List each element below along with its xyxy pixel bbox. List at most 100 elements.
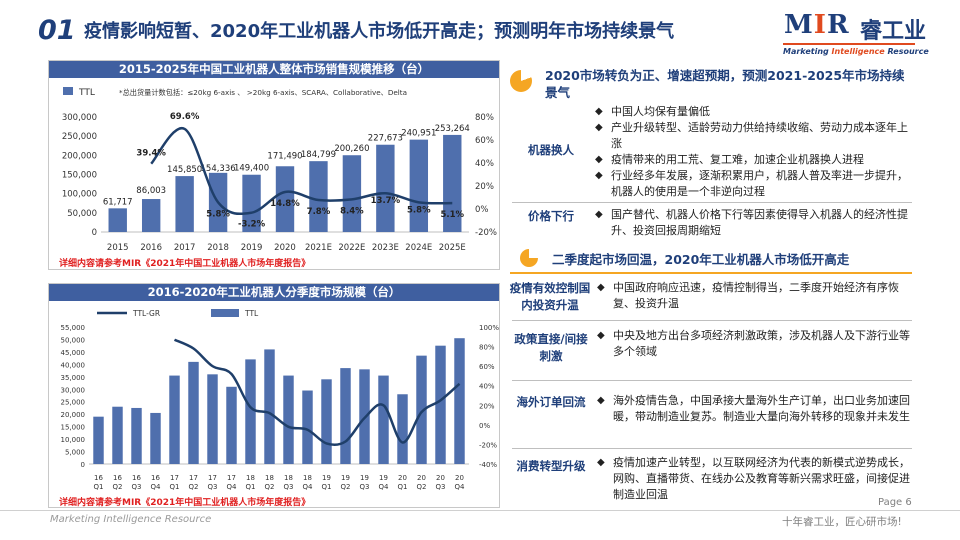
bar-value-label: 149,400 [234,164,269,174]
y-tick-label: 0 [92,228,97,238]
bullet-item: 疫情加速产业转型，以互联网经济为代表的新模式逆势成长，网购、直播带货、在线办公及… [597,455,915,503]
bar [275,166,295,232]
y2-tick-label: -20% [479,441,497,449]
bar [340,368,351,464]
y-tick-label: 100,000 [62,190,97,200]
x-tick-label: 2019 [241,243,263,253]
x-tick-label-year: 16 [94,474,103,482]
bar-value-label: 154,336 [201,164,236,174]
growth-rate-label: 5.8% [206,209,230,219]
x-tick-label-year: 19 [322,474,331,482]
chart-panel-title: 2015-2025年中国工业机器人整体市场销售规模推移（台） [49,61,499,78]
y-tick-label: 150,000 [62,171,97,181]
bar [309,161,328,232]
bar [376,144,395,232]
bullet-item: 中国人均保有量偏低 [595,104,915,120]
bullet-item: 中央及地方出台多项经济刺激政策，涉及机器人及下游行业等多个领域 [597,328,915,360]
x-tick-label-year: 17 [227,474,236,482]
x-tick-label: 2022E [338,243,365,253]
y-tick-label: 35,000 [61,374,86,382]
x-tick-label-quarter: Q4 [379,483,390,491]
x-tick-label-year: 18 [265,474,274,482]
bar [454,338,465,464]
category-label: 疫情有效控制国内投资升温 [509,281,591,312]
bar [378,375,389,464]
growth-rate-label: 5.8% [407,205,431,215]
section-pie-icon [510,70,532,92]
bar [131,407,142,464]
category-label: 海外订单回流 [516,395,586,409]
legend-label-ttl-gr: TTL-GR [132,309,160,318]
y2-tick-label: 80% [475,113,494,123]
slide-number: 01 [38,15,76,46]
x-tick-label-quarter: Q1 [94,483,104,491]
annual-sales-chart: TTL *总出货量计数包括：≤20kg 6-axis 、 >20kg 6-axis… [62,87,497,253]
x-tick-label-year: 20 [455,474,464,482]
y-tick-label: 55,000 [61,324,86,332]
x-tick-label-quarter: Q3 [284,483,294,491]
growth-rate-line [173,338,461,447]
x-tick-label-quarter: Q1 [322,483,332,491]
bar [169,375,180,464]
y2-tick-label: 60% [479,363,495,371]
x-tick-label-year: 18 [303,474,312,482]
x-tick-label-year: 18 [246,474,255,482]
section-pie-icon [520,249,538,267]
bullet-item: 产业升级转型、适龄劳动力供给持续收缩、劳动力成本逐年上涨 [595,120,915,152]
bar-value-label: 86,003 [136,186,166,196]
report-note: 详细内容请参考MIR《2021年中国工业机器人市场年度报告》 [59,498,311,508]
footer-slogan: 十年睿工业，匠心研市场! [782,516,902,528]
bar [342,155,362,232]
y2-tick-label: 40% [479,383,495,391]
bar [112,406,123,464]
bullet-list: 中国人均保有量偏低 产业升级转型、适龄劳动力供给持续收缩、劳动力成本逐年上涨 疫… [595,104,915,200]
bar [245,359,256,464]
growth-rate-line [150,127,453,216]
bar [150,412,161,464]
category-label: 政策直接/间接刺激 [514,332,588,363]
y-tick-label: 25,000 [61,399,86,407]
divider [512,380,912,381]
y-tick-label: 50,000 [67,209,97,219]
x-tick-label-quarter: Q2 [341,483,351,491]
x-tick-label-quarter: Q3 [436,483,446,491]
x-tick-label: 2016 [140,243,162,253]
x-tick-label-year: 19 [379,474,388,482]
bar [108,208,127,232]
x-tick-label-quarter: Q1 [246,483,256,491]
y-tick-label: 10,000 [61,436,86,444]
x-tick-label-quarter: Q2 [189,483,199,491]
x-tick-label-quarter: Q4 [303,483,314,491]
x-tick-label-quarter: Q1 [398,483,408,491]
x-tick-label-quarter: Q4 [455,483,466,491]
bullet-list: 中央及地方出台多项经济刺激政策，涉及机器人及下游行业等多个领域 [597,328,915,360]
x-tick-label-year: 16 [113,474,122,482]
bar-value-label: 227,673 [368,134,403,144]
bar [321,379,332,464]
x-tick-label: 2017 [174,243,196,253]
x-tick-label-year: 16 [132,474,141,482]
x-tick-label: 2018 [207,243,229,253]
bar [141,199,161,232]
x-tick-label: 2024E [405,243,432,253]
legend-swatch-ttl [63,87,73,95]
x-tick-label: 2020 [274,243,296,253]
bar [435,345,446,464]
growth-rate-label: 14.8% [270,199,300,209]
divider [512,202,912,203]
x-tick-label-quarter: Q3 [360,483,370,491]
bar [416,355,427,464]
x-tick-label-year: 20 [417,474,426,482]
bar [207,374,218,464]
bullet-list: 海外疫情告急，中国承接大量海外生产订单，出口业务加速回暖，带动制造业复苏。制造业… [597,393,915,425]
x-tick-label: 2015 [107,243,129,253]
chart-panel-quarterly: 2016-2020年工业机器人分季度市场规模（台） TTL-GR TTL 0 5,00… [48,283,500,508]
y2-tick-label: 60% [475,136,494,146]
bar-value-label: 171,490 [267,151,302,161]
y2-tick-label: -40% [479,461,497,469]
x-tick-label-year: 20 [398,474,407,482]
slide-title: 疫情影响短暂、2020年工业机器人市场低开高走；预测明年市场持续景气 [84,21,675,42]
bullet-list: 国产替代、机器人价格下行等因素使得导入机器人的经济性提升、投资回报周期缩短 [595,207,915,239]
bar [175,176,194,232]
x-tick-label-quarter: Q4 [227,483,238,491]
